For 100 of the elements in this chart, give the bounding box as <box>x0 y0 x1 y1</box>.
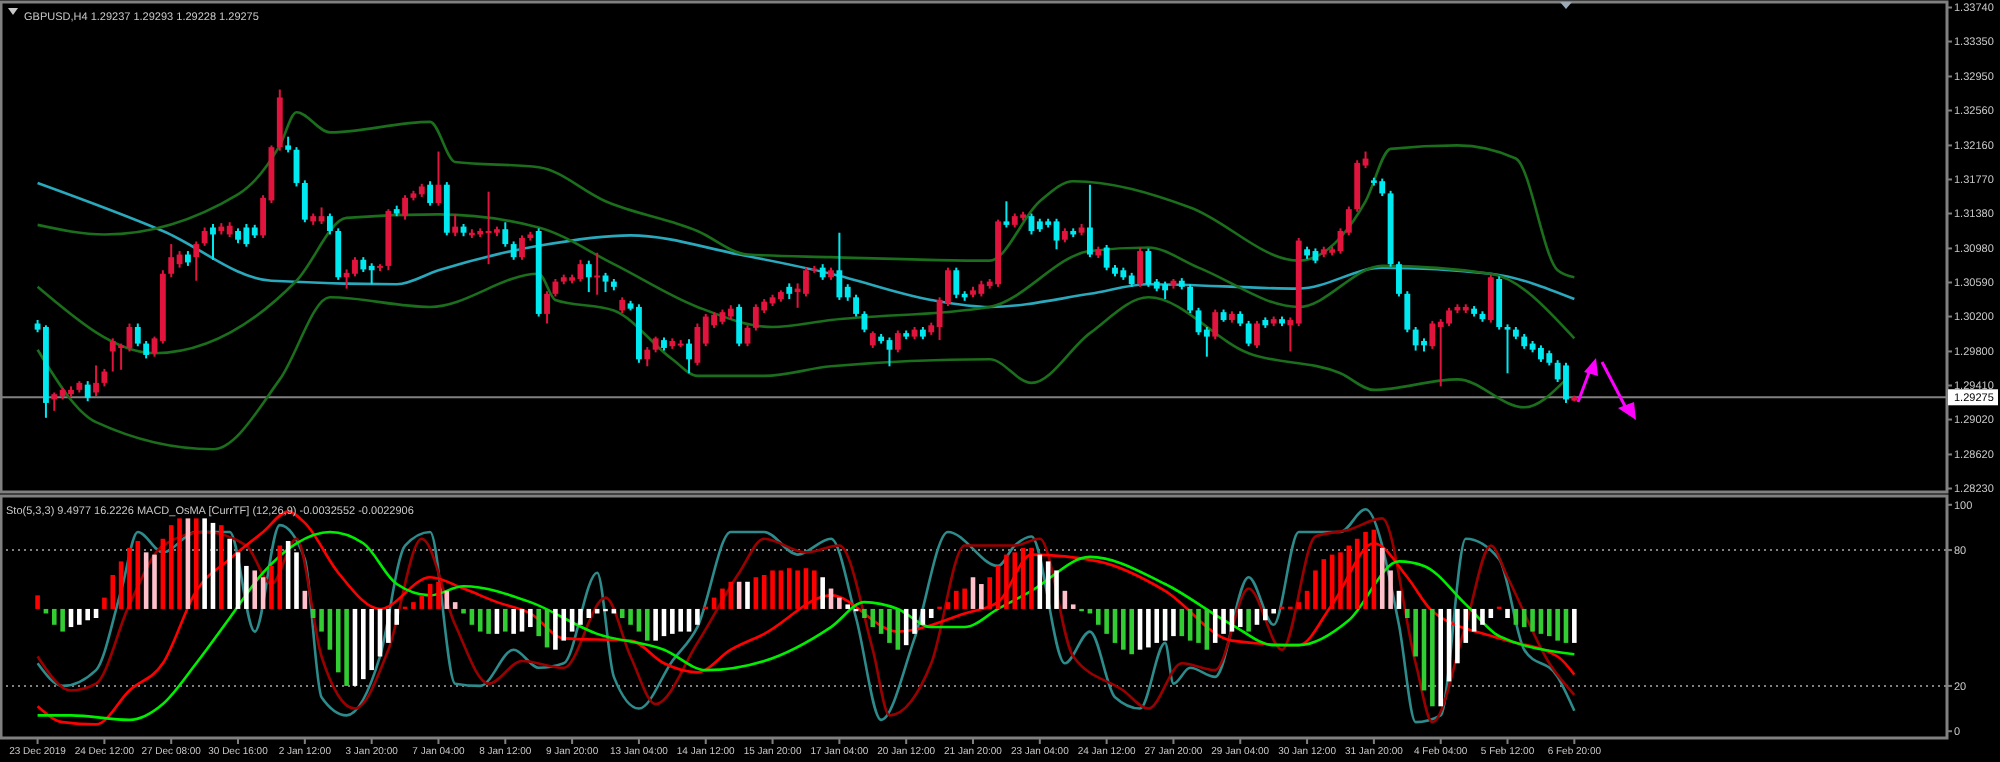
bar <box>954 590 959 609</box>
candlestick <box>1404 290 1411 334</box>
candlestick <box>803 266 809 298</box>
bar <box>60 608 65 632</box>
candlestick <box>1254 319 1260 349</box>
candlestick <box>134 322 141 348</box>
candlestick <box>502 221 509 248</box>
bar <box>252 570 258 609</box>
candlestick <box>427 180 434 207</box>
candlestick <box>694 322 701 367</box>
bar <box>962 588 967 609</box>
candlestick <box>752 303 759 332</box>
bar <box>820 577 825 609</box>
candlestick <box>1145 247 1152 288</box>
candlestick <box>644 346 651 368</box>
candlestick <box>594 251 601 296</box>
bar <box>1237 608 1243 628</box>
bar <box>1154 608 1160 643</box>
bar <box>1054 570 1059 609</box>
bar <box>670 608 675 634</box>
candlestick <box>1087 183 1093 259</box>
candlestick <box>1437 318 1444 388</box>
candlestick <box>836 231 843 301</box>
bar <box>51 608 57 625</box>
bar <box>1263 608 1268 621</box>
bar <box>411 602 416 609</box>
bar <box>1505 608 1510 618</box>
bar <box>720 588 725 609</box>
bar <box>202 518 207 609</box>
bar <box>644 608 650 641</box>
bar <box>695 608 700 625</box>
candlestick <box>1504 323 1511 375</box>
bar <box>452 602 458 609</box>
bar <box>1271 608 1276 614</box>
bar <box>386 608 391 643</box>
candlestick <box>510 240 517 261</box>
bar <box>419 595 425 609</box>
bar <box>528 608 533 628</box>
line-series <box>36 213 1576 355</box>
candlestick <box>1487 273 1494 324</box>
bar <box>870 608 876 628</box>
candlestick <box>485 190 492 266</box>
bar <box>461 608 466 614</box>
candlestick <box>686 338 692 375</box>
bar <box>1379 547 1385 609</box>
bar <box>85 608 90 621</box>
bar <box>928 608 934 618</box>
candlestick <box>1187 283 1194 315</box>
bar <box>1121 608 1126 650</box>
candlestick <box>602 271 609 294</box>
line-series <box>36 181 1576 309</box>
candlestick <box>93 364 99 397</box>
bar <box>110 574 116 609</box>
bar <box>1530 608 1535 632</box>
bar <box>344 608 349 686</box>
candlestick <box>84 380 91 403</box>
candlestick <box>452 213 459 238</box>
bar <box>619 608 625 618</box>
bar <box>244 565 249 609</box>
bar <box>361 608 366 680</box>
candlestick <box>402 194 408 221</box>
bar <box>486 608 491 634</box>
bar <box>1146 608 1151 648</box>
bar <box>728 581 734 609</box>
bar <box>1012 552 1018 609</box>
candlestick <box>335 227 342 281</box>
bar <box>795 570 800 609</box>
bar <box>945 602 951 609</box>
bar <box>653 608 658 641</box>
candlestick <box>1003 200 1010 229</box>
bar <box>1029 547 1034 609</box>
candlestick <box>210 222 216 261</box>
candlestick <box>585 259 592 294</box>
candlestick <box>1446 306 1452 328</box>
bar <box>1004 554 1009 609</box>
candlestick <box>1245 319 1252 348</box>
candlestick <box>193 240 200 282</box>
bar <box>1438 608 1444 707</box>
bar <box>277 545 283 609</box>
bar <box>369 608 374 671</box>
bar <box>1296 602 1302 609</box>
bar <box>987 577 992 609</box>
candlestick <box>301 179 308 224</box>
candlestick <box>1137 246 1143 288</box>
bar <box>979 584 984 609</box>
line-series <box>36 110 1576 279</box>
candlestick <box>109 337 116 373</box>
bar <box>887 608 892 643</box>
bar <box>1196 608 1201 643</box>
bar <box>477 608 483 632</box>
candlestick <box>1412 326 1419 352</box>
candlestick <box>853 293 859 318</box>
candlestick <box>352 256 358 278</box>
bar <box>152 554 157 609</box>
bar <box>1321 559 1327 609</box>
bar <box>553 608 558 650</box>
candlestick <box>326 212 333 236</box>
bar <box>177 518 182 609</box>
candlestick <box>519 234 525 261</box>
bar <box>294 552 299 609</box>
